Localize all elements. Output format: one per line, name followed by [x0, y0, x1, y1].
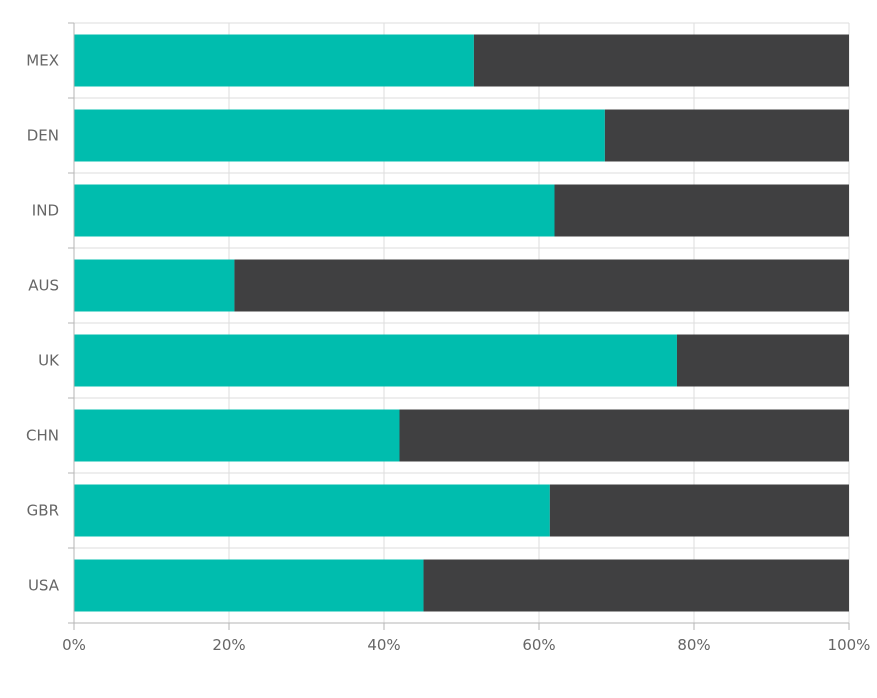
- bar-chn-series-2: [399, 409, 849, 462]
- y-category-label: GBR: [27, 502, 59, 520]
- bar-chn-series-1: [74, 409, 400, 462]
- y-category-label: USA: [28, 577, 60, 595]
- bar-usa-series-1: [74, 559, 424, 612]
- bar-uk-series-1: [74, 334, 677, 387]
- y-category-label: UK: [38, 352, 60, 370]
- x-tick-label: 60%: [522, 636, 555, 654]
- tick-labels: 0% 20% 40% 60% 80% 100% MEX DEN IND AUS UK CHN GBR US…: [26, 52, 870, 655]
- y-category-label: AUS: [28, 277, 59, 295]
- bar-gbr-series-2: [549, 484, 849, 537]
- y-category-label: MEX: [26, 52, 59, 70]
- bar-uk-series-2: [676, 334, 849, 387]
- y-category-label: CHN: [26, 427, 59, 445]
- bar-aus-series-2: [234, 259, 850, 312]
- x-tick-label: 40%: [367, 636, 400, 654]
- bar-ind-series-1: [74, 184, 555, 237]
- x-tick-label: 100%: [828, 636, 871, 654]
- x-tick-label: 80%: [677, 636, 710, 654]
- y-category-label: DEN: [27, 127, 59, 145]
- bar-mex-series-2: [473, 34, 849, 87]
- bar-den-series-2: [604, 109, 849, 162]
- bar-gbr-series-1: [74, 484, 550, 537]
- bar-usa-series-2: [423, 559, 849, 612]
- bar-aus-series-1: [74, 259, 235, 312]
- y-category-label: IND: [32, 202, 59, 220]
- bar-mex-series-1: [74, 34, 474, 87]
- bars: [74, 34, 850, 612]
- x-tick-label: 20%: [212, 636, 245, 654]
- x-tick-label: 0%: [62, 636, 86, 654]
- bar-den-series-1: [74, 109, 605, 162]
- axes: [68, 22, 850, 630]
- bar-ind-series-2: [554, 184, 849, 237]
